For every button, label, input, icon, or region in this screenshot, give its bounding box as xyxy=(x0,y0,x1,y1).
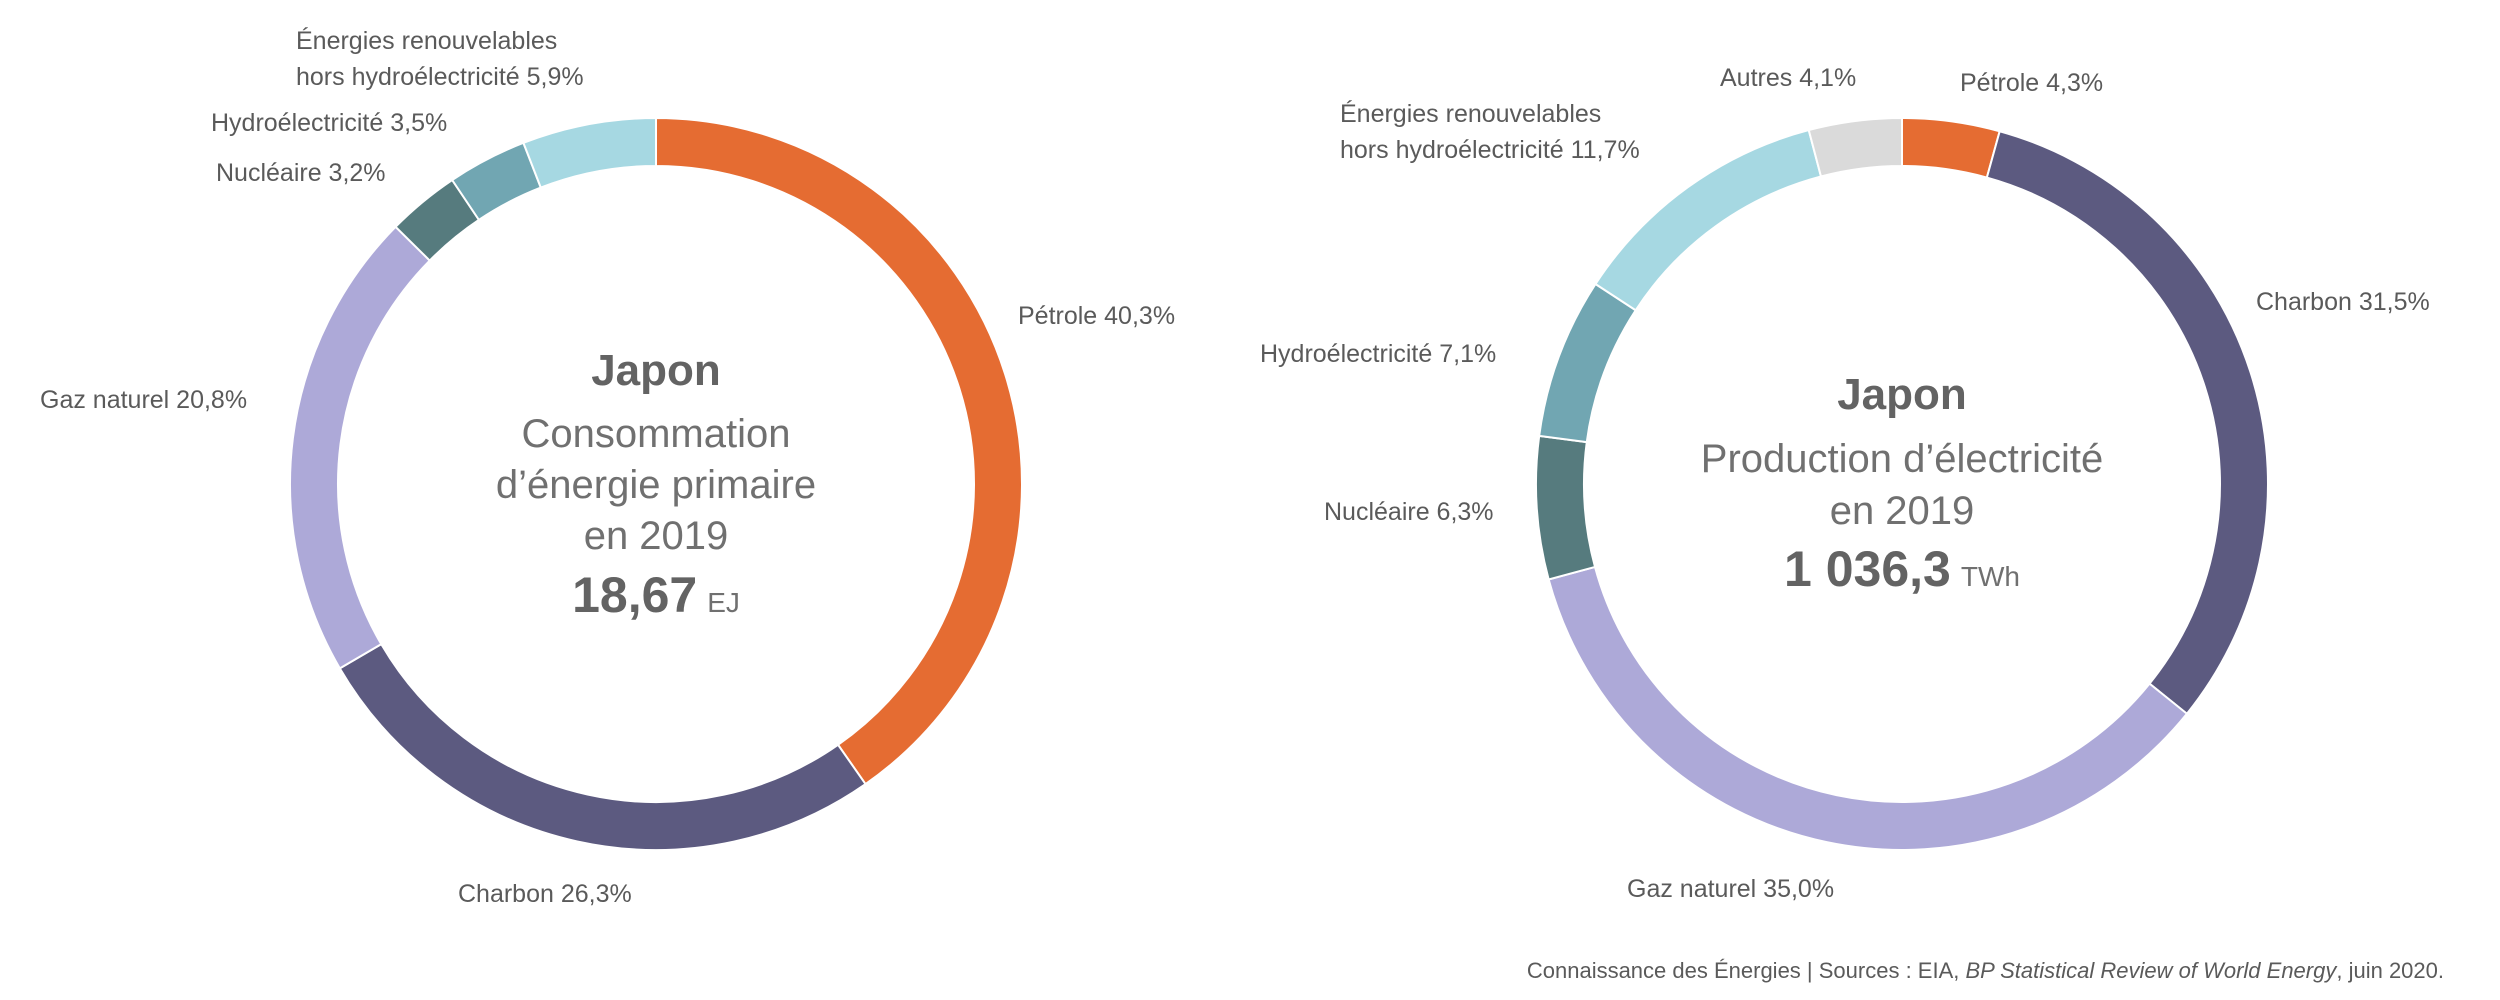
donut-slice-charbon xyxy=(338,642,867,851)
slice-label-enr-line2: hors hydroélectricité 5,9% xyxy=(296,63,584,91)
slice-label-charbon: Charbon 31,5% xyxy=(2256,288,2430,316)
slice-label-nucleaire: Nucléaire 6,3% xyxy=(1324,498,1494,526)
slice-label-nucleaire: Nucléaire 3,2% xyxy=(216,159,386,187)
slice-label-petrole: Pétrole 4,3% xyxy=(1960,69,2103,97)
slice-label-gaz: Gaz naturel 20,8% xyxy=(40,386,247,414)
slice-label-charbon: Charbon 26,3% xyxy=(458,880,632,908)
chart-subtitle-line1: Consommation xyxy=(521,412,790,456)
chart-subtitle-line1: Production d’électricité xyxy=(1701,437,2103,481)
chart-title: Japon xyxy=(1837,370,1967,419)
source-footer: Connaissance des Énergies | Sources : EI… xyxy=(1527,958,2444,983)
donut-slice-nucléaire xyxy=(1535,434,1597,581)
center-production: Japon Production d’électricité en 2019 1… xyxy=(1701,370,2103,597)
chart-total: 18,67 EJ xyxy=(572,567,740,623)
donut-slice-pétrole xyxy=(1901,116,2001,179)
donut-consommation xyxy=(289,116,1023,851)
slice-label-hydro: Hydroélectricité 3,5% xyxy=(211,109,447,137)
slice-label-petrole: Pétrole 40,3% xyxy=(1018,302,1175,330)
chart-subtitle-line3: en 2019 xyxy=(584,514,729,558)
donut-slice-hydroélectricité xyxy=(1538,282,1638,444)
donut-production xyxy=(1535,116,2269,851)
chart-subtitle-line2: d’énergie primaire xyxy=(496,463,816,507)
chart-total: 1 036,3 TWh xyxy=(1784,541,2020,597)
donut-slice-charbon xyxy=(1985,130,2269,716)
slice-label-enr-line1: Énergies renouvelables xyxy=(296,26,557,55)
total-unit: EJ xyxy=(707,587,740,618)
total-unit: TWh xyxy=(1961,561,2020,592)
slice-label-enr-line2: hors hydroélectricité 11,7% xyxy=(1340,136,1640,164)
donut-slice-autres xyxy=(1807,116,1903,178)
donut-slice-gaz-naturel xyxy=(289,225,432,670)
total-value: 18,67 xyxy=(572,567,697,623)
footer-prefix: Connaissance des Énergies | Sources : EI… xyxy=(1527,958,1966,983)
slice-label-gaz: Gaz naturel 35,0% xyxy=(1627,875,1834,903)
slice-label-autres: Autres 4,1% xyxy=(1720,64,1856,92)
donut-slice-énergies-renouvelables-hors-hydroélectricité xyxy=(522,116,657,189)
footer-suffix: , juin 2020. xyxy=(2336,958,2444,983)
slice-label-hydro: Hydroélectricité 7,1% xyxy=(1260,340,1496,368)
labels-consommation: Énergies renouvelables hors hydroélectri… xyxy=(40,26,1175,908)
center-consommation: Japon Consommation d’énergie primaire en… xyxy=(496,346,816,623)
footer-italic: BP Statistical Review of World Energy xyxy=(1965,958,2338,983)
total-value: 1 036,3 xyxy=(1784,541,1951,597)
donut-slice-gaz-naturel xyxy=(1547,565,2189,851)
chart-title: Japon xyxy=(591,346,721,395)
chart-subtitle-line2: en 2019 xyxy=(1830,489,1975,533)
labels-production: Autres 4,1% Pétrole 4,3% Énergies renouv… xyxy=(1260,64,2430,903)
slice-label-enr-line1: Énergies renouvelables xyxy=(1340,99,1601,128)
